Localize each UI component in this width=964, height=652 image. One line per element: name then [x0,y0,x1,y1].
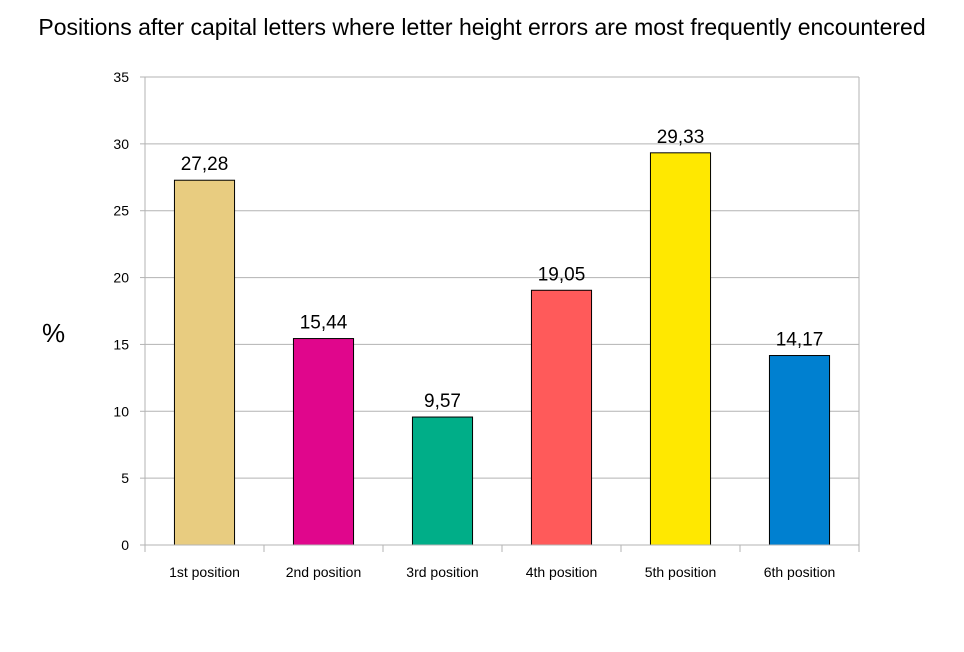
x-tick-label: 5th position [645,564,717,580]
y-tick-label: 20 [113,270,129,286]
y-tick-label: 15 [113,336,129,352]
x-tick-label: 2nd position [286,564,362,580]
x-tick-label: 3rd position [406,564,478,580]
x-tick-label: 1st position [169,564,240,580]
y-tick-label: 0 [121,537,129,553]
y-tick-label: 10 [113,403,129,419]
bar-4 [530,289,593,546]
labels: 0 5 10 15 20 25 30 35 27,28 1st position 15,44 2nd … [113,69,835,580]
bars [173,152,831,546]
data-label: 19,05 [538,264,586,285]
y-axis-label: % [42,318,66,348]
x-tick-label: 6th position [764,564,836,580]
bar-3 [411,416,474,546]
bar-6 [768,355,831,546]
bar-2 [292,338,355,546]
x-tick-label: 4th position [526,564,598,580]
y-tick-label: 35 [113,69,129,85]
bar-5 [649,152,712,546]
chart-title: Positions after capital letters where le… [38,14,926,40]
data-label: 27,28 [181,154,229,175]
axes [140,76,860,552]
y-tick-label: 25 [113,203,129,219]
gridlines [145,76,859,546]
y-tick-label: 5 [121,470,129,486]
data-label: 29,33 [657,127,705,148]
data-label: 9,57 [424,391,461,412]
data-label: 14,17 [776,330,824,351]
bar-1 [173,179,236,546]
y-tick-label: 30 [113,136,129,152]
data-label: 15,44 [300,313,348,334]
